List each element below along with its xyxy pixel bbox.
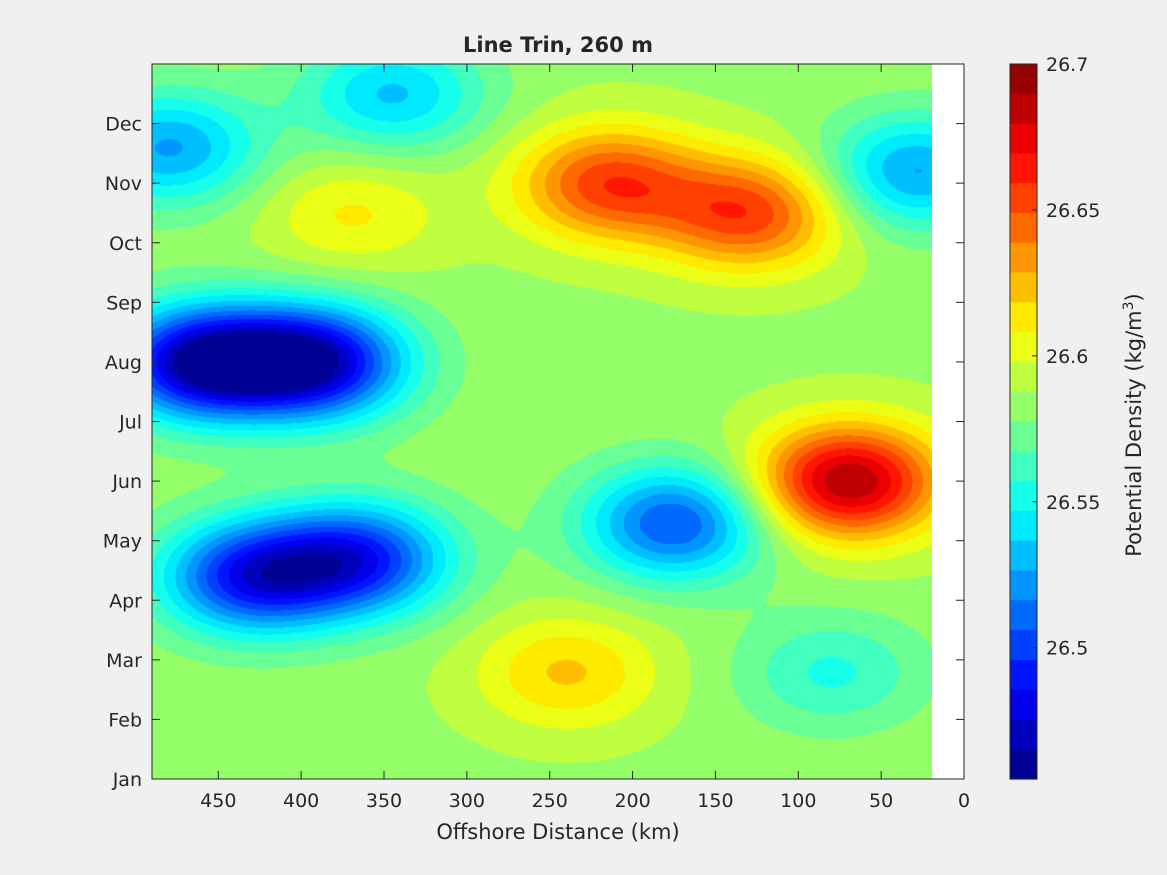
chart-title: Line Trin, 260 m: [463, 33, 653, 57]
y-tick-label: Oct: [109, 233, 142, 255]
x-tick-label: 250: [532, 790, 568, 812]
y-tick-label: Feb: [108, 709, 142, 731]
colorbar-band: [1010, 272, 1037, 303]
colorbar-band: [1010, 481, 1037, 512]
colorbar-band: [1010, 183, 1037, 214]
colorbar-tick-label: 26.7: [1046, 54, 1088, 76]
colorbar-band: [1010, 421, 1037, 452]
colorbar-band: [1010, 242, 1037, 274]
colorbar-tick-label: 26.6: [1046, 346, 1088, 368]
x-tick-label: 450: [200, 790, 236, 812]
colorbar-band: [1010, 332, 1037, 363]
colorbar-band: [1010, 123, 1037, 154]
colorbar-band: [1010, 391, 1037, 423]
y-tick-label: Mar: [106, 650, 142, 672]
colorbar-band: [1010, 540, 1037, 572]
density-contour-field: [152, 64, 932, 779]
colorbar-band: [1010, 749, 1037, 780]
y-tick-label: Dec: [105, 114, 142, 136]
colorbar-label: Potential Density (kg/m3): [1121, 293, 1146, 557]
colorbar-tick-label: 26.55: [1046, 492, 1100, 514]
x-tick-label: 200: [614, 790, 650, 812]
colorbar-band: [1010, 153, 1037, 184]
y-tick-label: Jul: [118, 412, 142, 434]
y-tick-label: Aug: [105, 352, 142, 374]
colorbar-band: [1010, 212, 1037, 244]
y-tick-label: Jun: [111, 471, 142, 493]
x-tick-label: 50: [869, 790, 893, 812]
x-axis-label: Offshore Distance (km): [436, 820, 679, 844]
y-axis: Jan Feb Mar Apr May Jun Jul Aug Sep Oct Nov Dec: [103, 114, 964, 791]
colorbar-band: [1010, 510, 1037, 542]
x-tick-label: 400: [283, 790, 319, 812]
y-tick-label: Jan: [112, 769, 142, 791]
x-tick-label: 100: [780, 790, 816, 812]
colorbar-band: [1010, 689, 1037, 721]
colorbar-tick-label: 26.5: [1046, 638, 1088, 660]
x-tick-label: 350: [366, 790, 402, 812]
colorbar-band: [1010, 659, 1037, 691]
colorbar-band: [1010, 630, 1037, 661]
colorbar-tick-label: 26.65: [1046, 200, 1100, 222]
colorbar-label-end: ): [1122, 293, 1146, 301]
x-tick-label: 150: [697, 790, 733, 812]
x-axis: 450 400 350 300 250 200 150 100 50 0: [200, 64, 970, 812]
x-tick-label: 300: [449, 790, 485, 812]
colorbar-band: [1010, 719, 1037, 750]
colorbar-band: [1010, 361, 1037, 393]
colorbar-frame: [1009, 63, 1038, 780]
colorbar-band: [1010, 302, 1037, 333]
colorbar-ticks: 26.5 26.55 26.6 26.65 26.7: [1032, 54, 1100, 660]
y-tick-label: Sep: [106, 292, 142, 314]
colorbar-band: [1010, 64, 1037, 95]
x-tick-label: 0: [958, 790, 970, 812]
colorbar-band: [1010, 570, 1037, 601]
colorbar-band: [1010, 451, 1037, 482]
colorbar-bands: [1010, 64, 1037, 780]
colorbar: 26.5 26.55 26.6 26.65 26.7 Potential Density…: [1009, 54, 1146, 780]
y-tick-label: Apr: [109, 590, 142, 612]
colorbar-band: [1010, 600, 1037, 631]
colorbar-label-main: Potential Density (kg/m: [1122, 310, 1146, 556]
colorbar-band: [1010, 93, 1037, 125]
y-tick-label: Nov: [105, 173, 142, 195]
y-tick-label: May: [103, 531, 142, 553]
colorbar-label-superscript: 3: [1121, 301, 1137, 310]
